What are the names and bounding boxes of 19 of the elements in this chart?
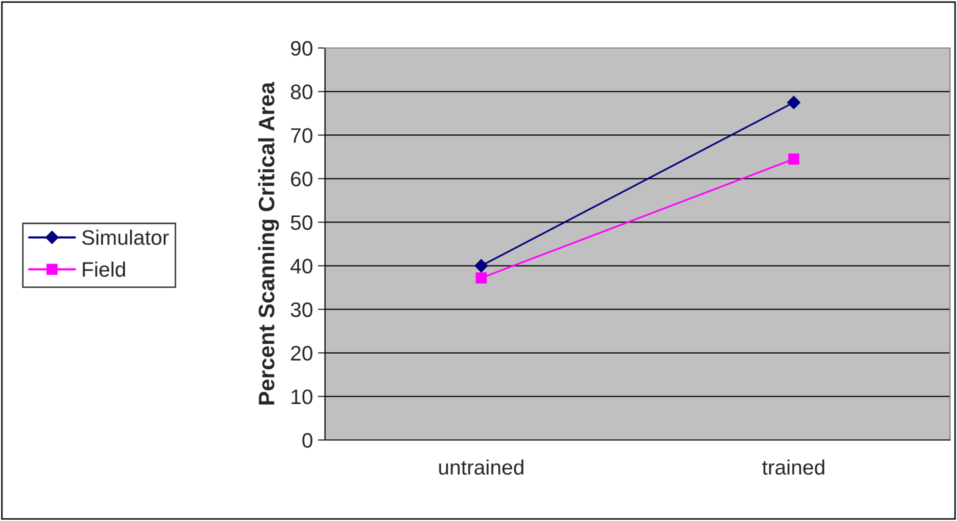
point (787, 96, 800, 110)
y-tick-label: 0 (302, 433, 312, 448)
y-tick-label: 80 (290, 84, 312, 100)
point (476, 272, 487, 284)
y-tick-label: 50 (290, 215, 312, 230)
point (788, 154, 800, 165)
legend-label: Simulator (82, 230, 169, 245)
y-tick-label: 90 (291, 41, 312, 56)
y-axis-title: Percent Scanning Critical Area (258, 82, 279, 404)
y-tick-label: 10 (292, 389, 312, 404)
y-tick-label: 40 (290, 258, 312, 274)
y-tick-label: 60 (291, 172, 312, 186)
y-tick-label: 20 (291, 346, 312, 361)
x-tick-label: trained (762, 459, 824, 475)
legend-label: Field (82, 262, 126, 277)
y-tick-label: 30 (290, 302, 312, 318)
y-tick-label: 70 (291, 128, 312, 143)
x-tick-label: untrained (439, 459, 524, 475)
point (474, 259, 488, 272)
